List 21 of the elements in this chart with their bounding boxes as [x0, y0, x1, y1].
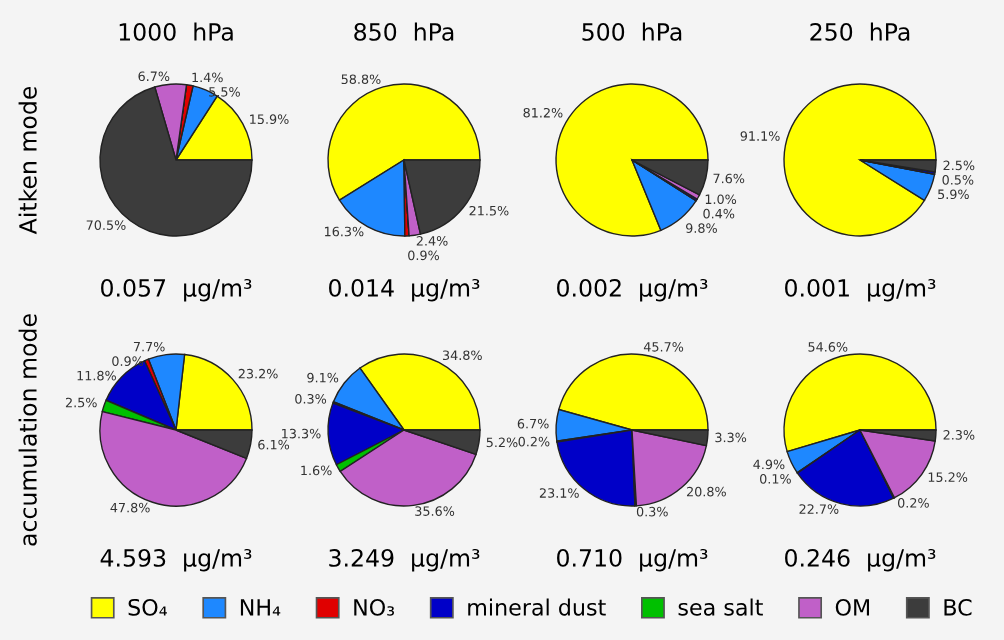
text: 4.593 μg/m³	[100, 548, 252, 572]
text: 0.014 μg/m³	[329, 278, 480, 302]
text: 0.710 μg/m³	[557, 548, 708, 572]
legend-label: SO₄	[128, 598, 167, 616]
text: Aitken mode	[18, 86, 37, 235]
legend-label: NH₄	[240, 599, 281, 616]
text: accumulation mode	[18, 314, 37, 546]
legend-label: NO₃	[354, 598, 394, 616]
text: 3.249 μg/m³	[329, 548, 480, 572]
text: 0.001 μg/m³	[785, 278, 936, 302]
chart-title: 850 hPa	[354, 22, 454, 41]
chart-title: 500 hPa	[582, 22, 682, 41]
chart-title: 1000 hPa	[119, 22, 233, 41]
legend-label: OM	[835, 598, 870, 616]
legend-label: mineral dust	[468, 598, 606, 616]
chart-title: 250 hPa	[810, 22, 910, 41]
text: 0.002 μg/m³	[557, 278, 708, 302]
text: 0.057 μg/m³	[101, 278, 252, 302]
legend-label: sea salt	[678, 598, 763, 616]
text: 0.246 μg/m³	[785, 548, 936, 572]
legend-label: BC	[944, 598, 972, 616]
